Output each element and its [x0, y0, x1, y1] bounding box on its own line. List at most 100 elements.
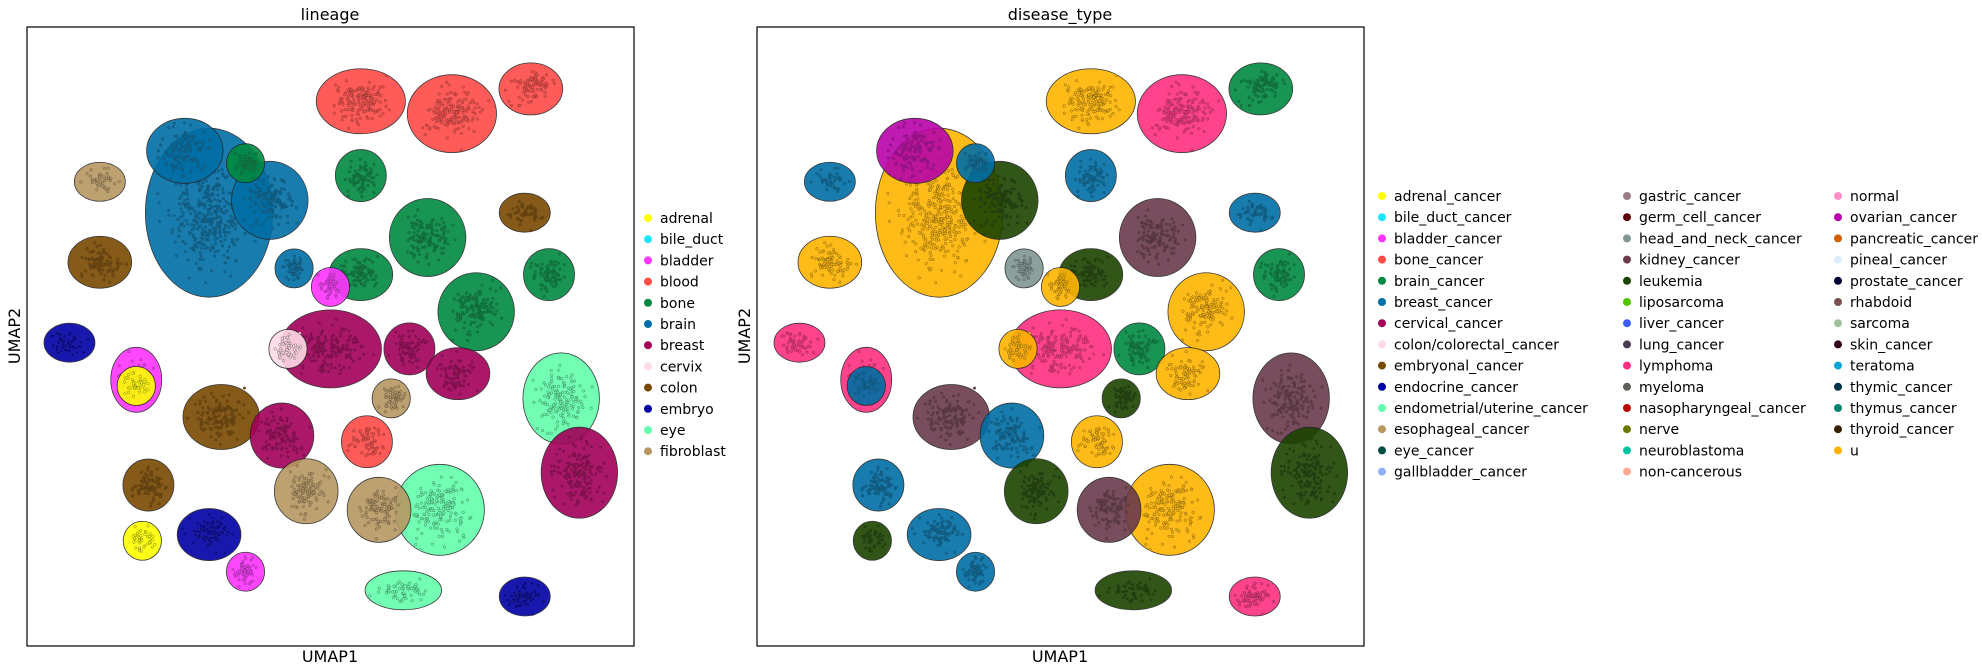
point — [358, 265, 361, 269]
point — [919, 212, 923, 216]
point — [463, 374, 467, 378]
point — [270, 445, 274, 449]
point — [337, 85, 341, 89]
point — [418, 548, 422, 552]
point — [56, 351, 60, 355]
point — [919, 123, 922, 127]
point — [435, 229, 439, 233]
point — [445, 519, 449, 523]
point — [559, 472, 563, 476]
point — [372, 353, 375, 357]
point — [294, 351, 298, 355]
point — [321, 368, 325, 371]
point — [359, 278, 363, 282]
point — [226, 174, 230, 178]
point — [561, 416, 565, 420]
point — [377, 590, 380, 594]
point — [931, 184, 934, 188]
point — [566, 401, 570, 405]
point — [567, 474, 571, 478]
point — [509, 213, 513, 217]
point — [411, 361, 415, 365]
point — [1193, 90, 1197, 94]
point — [315, 337, 319, 341]
point — [225, 256, 229, 260]
point — [934, 281, 938, 285]
point — [1163, 105, 1167, 109]
point — [461, 101, 465, 105]
point — [523, 81, 527, 84]
point — [286, 455, 290, 459]
point — [393, 386, 397, 390]
point — [1174, 111, 1178, 115]
point — [378, 100, 382, 104]
point — [1155, 124, 1159, 127]
point — [399, 398, 403, 402]
point — [283, 180, 287, 184]
point — [209, 521, 213, 525]
point — [214, 551, 218, 555]
point — [317, 344, 321, 348]
point — [1246, 80, 1250, 84]
point — [211, 205, 214, 209]
point — [113, 182, 117, 186]
point — [281, 440, 285, 444]
point — [929, 140, 933, 144]
point — [366, 86, 370, 90]
point — [1008, 198, 1012, 202]
point — [1085, 112, 1089, 116]
point — [337, 289, 341, 293]
point — [457, 107, 461, 111]
point — [573, 471, 577, 475]
point — [559, 393, 563, 397]
point — [228, 433, 232, 436]
point — [917, 206, 920, 210]
point — [367, 171, 371, 175]
point — [458, 104, 462, 108]
point — [243, 569, 247, 573]
point — [946, 193, 950, 197]
point — [200, 413, 204, 417]
point — [1020, 200, 1024, 203]
point — [556, 424, 560, 428]
point — [346, 189, 350, 193]
point — [211, 409, 215, 413]
point — [899, 143, 903, 147]
point — [439, 500, 443, 504]
point — [485, 306, 489, 310]
point — [353, 183, 357, 187]
point — [518, 103, 522, 107]
point — [291, 491, 295, 495]
point — [59, 349, 63, 353]
point — [526, 80, 530, 84]
point-cluster — [310, 267, 351, 307]
point — [425, 124, 429, 127]
point — [1253, 93, 1257, 97]
point — [914, 205, 918, 209]
point — [221, 174, 225, 178]
point — [227, 406, 231, 410]
point — [196, 417, 200, 421]
point — [590, 473, 594, 477]
point — [295, 268, 299, 272]
point — [571, 404, 575, 408]
point — [380, 445, 384, 449]
point — [311, 336, 315, 340]
point — [309, 332, 313, 335]
point — [359, 267, 363, 271]
point — [243, 572, 247, 576]
point — [322, 283, 326, 286]
point — [366, 117, 370, 121]
point — [553, 260, 557, 264]
point — [130, 487, 134, 491]
point — [964, 227, 967, 231]
point — [418, 252, 422, 256]
point — [317, 493, 321, 496]
point — [416, 229, 420, 233]
point — [98, 264, 102, 268]
point — [414, 512, 418, 516]
point — [153, 480, 157, 484]
point — [991, 197, 995, 201]
point — [181, 168, 184, 172]
point — [561, 411, 565, 415]
